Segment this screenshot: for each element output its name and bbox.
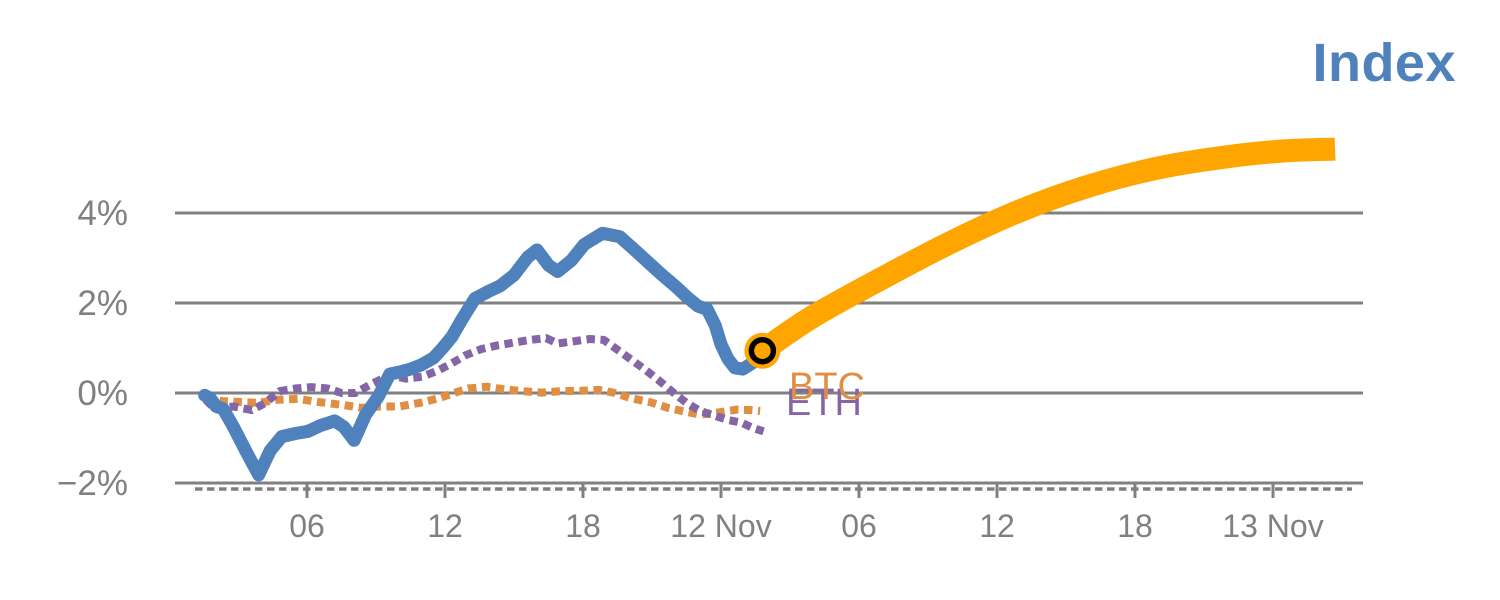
y-tick-label: −2%: [57, 464, 128, 503]
y-tick-label: 0%: [77, 374, 128, 413]
x-tick-label: 18: [1117, 508, 1153, 544]
index-series-label[interactable]: Index: [1312, 33, 1456, 93]
btc-series-label[interactable]: BTC: [789, 366, 865, 408]
x-tick-label: 06: [289, 508, 325, 544]
x-tick-label: 18: [565, 508, 601, 544]
x-tick-label: 06: [841, 508, 877, 544]
x-tick-label: 12: [427, 508, 463, 544]
marker-ring: [748, 336, 777, 365]
y-tick-label: 2%: [77, 284, 128, 323]
index-forecast-line: [755, 137, 1336, 361]
x-tick-label: 12 Nov: [670, 508, 771, 544]
x-tick-label: 12: [979, 508, 1015, 544]
forecast-start-marker: [744, 332, 781, 369]
eth-line: [202, 334, 765, 436]
eth-series-label[interactable]: ETH: [786, 382, 862, 424]
y-tick-label: 4%: [77, 194, 128, 233]
series-lines: [198, 137, 1336, 482]
x-axis: 06 12 18 12 Nov 06 12 18 13 Nov: [289, 484, 1324, 544]
index-history-line: [198, 226, 769, 482]
x-tick-label: 13 Nov: [1222, 508, 1323, 544]
y-axis: 4% 2% 0% −2%: [57, 194, 128, 503]
